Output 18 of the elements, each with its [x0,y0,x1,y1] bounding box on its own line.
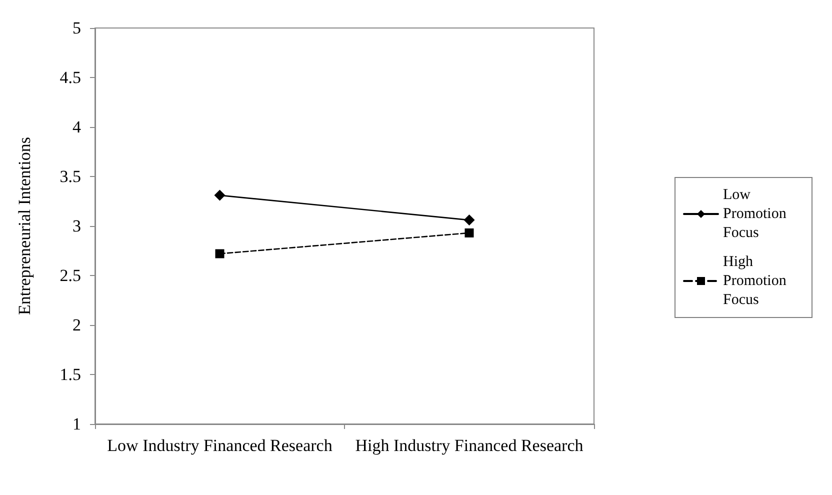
y-tick-label: 4.5 [60,68,81,87]
point [214,190,226,201]
y-tick-label: 1.5 [60,365,81,384]
y-tick-label: 4 [72,118,82,136]
legend-label: High Promotion Focus [723,254,790,308]
x-tick-label: Low Industry Financed Research [107,436,333,455]
y-tick-label: 2 [72,316,81,334]
y-tick-label: 5 [72,18,81,38]
y-axis-title: Entrepreneurial Intentions [15,137,34,315]
point [464,214,475,226]
legend-label: Low Promotion Focus [723,187,790,241]
point [464,228,474,238]
y-tick-label: 2.5 [60,266,81,285]
y-tick-label: 3.5 [60,167,81,186]
y-tick-label: 1 [72,414,81,434]
point [215,249,224,258]
y-tick-label: 3 [72,216,81,236]
x-tick-label: High Industry Financed Research [355,436,584,455]
